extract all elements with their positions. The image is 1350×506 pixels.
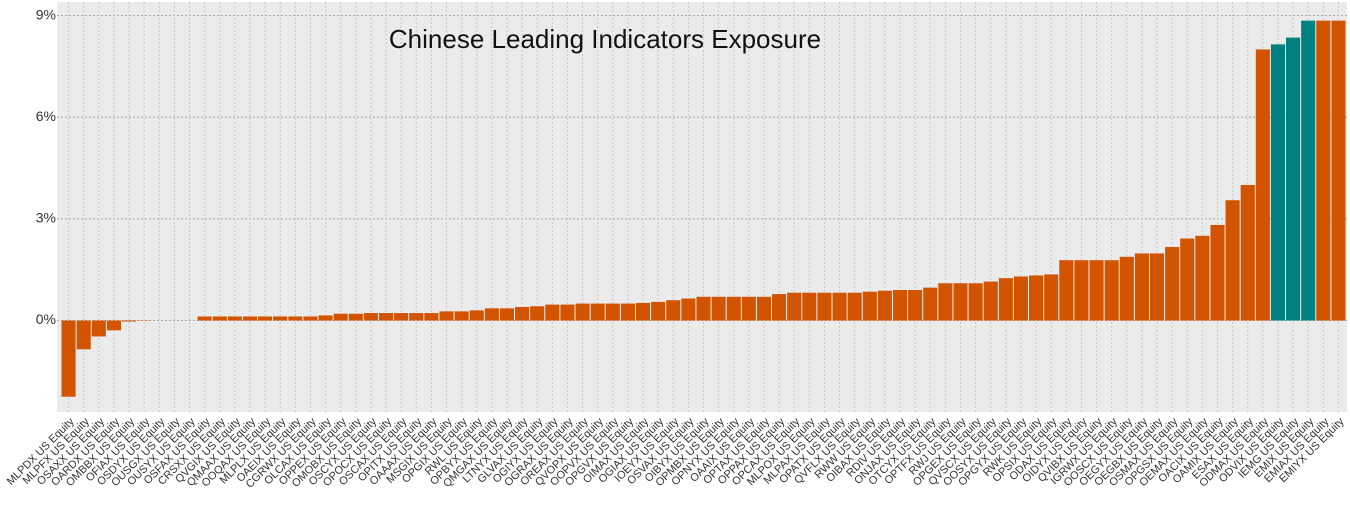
bar — [726, 296, 741, 321]
bar — [469, 310, 484, 321]
plot-background — [57, 2, 1347, 412]
bar — [923, 287, 938, 321]
bar — [1165, 246, 1180, 321]
bar — [817, 292, 832, 321]
bar — [1104, 260, 1119, 321]
bar — [696, 296, 711, 321]
bar — [545, 304, 560, 321]
bar — [1074, 260, 1089, 321]
bar — [409, 313, 424, 321]
bar — [575, 303, 590, 321]
bar — [998, 278, 1013, 321]
bar — [454, 311, 469, 321]
bar — [439, 311, 454, 321]
bar — [1089, 260, 1104, 321]
bar — [983, 281, 998, 321]
bar — [1029, 275, 1044, 321]
bar — [651, 301, 666, 321]
bar — [1195, 235, 1210, 321]
bar — [666, 300, 681, 321]
bar — [635, 302, 651, 321]
bar — [1059, 260, 1074, 321]
bar — [832, 292, 847, 321]
bar — [1286, 37, 1301, 321]
bar — [1044, 274, 1059, 321]
bar — [258, 316, 273, 321]
bar — [530, 306, 545, 321]
bar — [787, 292, 802, 321]
bar — [394, 313, 409, 321]
bar — [1240, 184, 1255, 321]
bar — [1134, 253, 1149, 321]
bar — [1301, 20, 1316, 321]
bar — [1331, 20, 1346, 321]
bar — [862, 291, 877, 321]
bars — [61, 20, 1346, 397]
bar — [877, 290, 892, 321]
bar — [1119, 256, 1134, 321]
bar — [953, 283, 968, 321]
bar — [772, 294, 787, 321]
bar — [61, 320, 76, 397]
bar — [1270, 44, 1286, 321]
bar — [711, 296, 726, 321]
bar — [1316, 20, 1331, 321]
bar — [756, 296, 772, 321]
bar — [242, 316, 258, 321]
bar — [741, 296, 756, 321]
chart-title: Chinese Leading Indicators Exposure — [389, 24, 821, 54]
bar — [515, 306, 530, 321]
bar — [605, 303, 620, 321]
bar — [227, 316, 242, 321]
bar — [1210, 224, 1225, 321]
bar — [121, 320, 137, 322]
bar — [76, 320, 91, 350]
bar — [348, 313, 363, 321]
bar — [1225, 200, 1240, 321]
bar — [1255, 49, 1270, 321]
bar — [620, 303, 635, 321]
bar — [197, 316, 212, 321]
bar — [303, 316, 318, 321]
bar — [968, 283, 983, 321]
bar — [212, 316, 227, 321]
bar — [938, 283, 953, 321]
bar — [847, 292, 862, 321]
bar — [590, 303, 605, 321]
bar — [484, 308, 499, 321]
y-tick-label: 0% — [36, 311, 56, 327]
bar — [1013, 276, 1029, 321]
bar — [318, 315, 333, 321]
bar — [681, 298, 696, 321]
bar — [288, 316, 303, 321]
bar — [1180, 238, 1195, 321]
bar — [892, 290, 908, 321]
bar — [908, 290, 923, 321]
bar — [560, 304, 575, 321]
bar — [424, 313, 439, 321]
y-tick-label: 6% — [36, 108, 56, 124]
bar — [333, 313, 348, 321]
bar — [363, 313, 378, 321]
y-tick-label: 3% — [36, 210, 56, 226]
bar — [1149, 253, 1165, 321]
y-tick-label: 9% — [36, 6, 56, 22]
bar — [802, 292, 817, 321]
bar — [106, 320, 121, 331]
bar — [499, 308, 515, 321]
bar — [91, 320, 106, 337]
bar — [378, 313, 394, 321]
bar — [273, 316, 288, 321]
